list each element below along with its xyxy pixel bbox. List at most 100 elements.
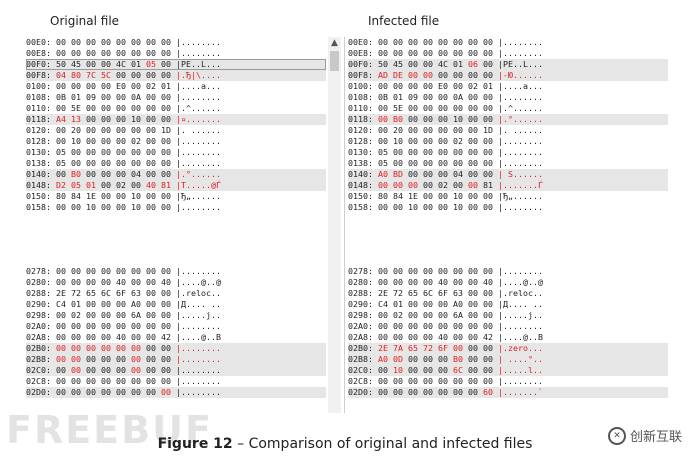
hex-row[interactable]: 0108: 0B 01 09 00 00 0A 00 00 |........	[26, 92, 326, 103]
hex-row[interactable]: 02A8: 00 00 00 00 40 00 00 42 |....@..B	[26, 332, 326, 343]
hex-row[interactable]: 0290: C4 01 00 00 00 A0 00 00 |Д.... ..	[26, 299, 326, 310]
hex-byte: 40	[115, 277, 126, 287]
hex-row[interactable]: 0298: 00 02 00 00 00 6A 00 00 |.....j..	[26, 310, 326, 321]
hex-row[interactable]: 02C0: 00 00 00 00 00 00 00 00 |........	[26, 365, 326, 376]
hex-row[interactable]: 0148: 00 00 00 00 02 00 00 81 |.......Ѓ	[348, 180, 668, 191]
hex-byte: 40	[482, 277, 493, 287]
hex-row[interactable]: 02A8: 00 00 00 00 40 00 00 42 |....@..B	[348, 332, 668, 343]
hex-row[interactable]: 0298: 00 02 00 00 00 6A 00 00 |.....j..	[348, 310, 668, 321]
hex-byte: 00	[100, 158, 111, 168]
hex-row[interactable]: 0138: 05 00 00 00 00 00 00 00 |........	[348, 158, 668, 169]
hex-ascii: |........	[175, 48, 221, 58]
hex-row[interactable]: 0100: 00 00 00 00 E0 00 02 01 |....a...	[348, 81, 668, 92]
hex-row[interactable]: 02D0: 00 00 00 00 00 00 00 00 |........	[26, 387, 326, 398]
hex-row[interactable]: 0118: A4 13 00 00 00 10 00 00 |¤.......	[26, 114, 326, 125]
hex-byte: 00	[407, 158, 418, 168]
hex-row[interactable]: 0118: 00 B0 00 00 00 10 00 00 |.°......	[348, 114, 668, 125]
hex-byte: 00	[85, 387, 96, 397]
scrollbar-thumb[interactable]	[330, 51, 339, 71]
hex-byte: 65	[407, 343, 418, 353]
hex-row[interactable]: 00F8: AD DE 00 00 00 00 00 00 |-Ю......	[348, 70, 668, 81]
hex-row[interactable]: 02B0: 2E 7A 65 72 6F 00 00 00 |.zero...	[348, 343, 668, 354]
hex-row[interactable]: 0150: 80 84 1E 00 00 10 00 00 |Ђ„......	[348, 191, 668, 202]
hex-row[interactable]: 0280: 00 00 00 00 40 00 00 40 |....@..@	[26, 277, 326, 288]
hex-byte: 00	[85, 103, 96, 113]
hex-row[interactable]: 0128: 00 10 00 00 00 02 00 00 |........	[348, 136, 668, 147]
hex-offset: 02A8:	[26, 332, 51, 342]
hex-row[interactable]: 02A0: 00 00 00 00 00 00 00 00 |........	[26, 321, 326, 332]
hex-offset: 00F0:	[348, 59, 373, 69]
hex-row[interactable]: 0280: 00 00 00 00 40 00 00 40 |....@..@	[348, 277, 668, 288]
hex-row[interactable]: 0130: 05 00 00 00 00 00 00 00 |........	[348, 147, 668, 158]
vertical-scrollbar[interactable]: ▲	[328, 37, 341, 413]
hex-row[interactable]: 0140: A0 BD 00 00 00 04 00 00 | S......	[348, 169, 668, 180]
hex-row[interactable]: 0158: 00 00 10 00 00 10 00 00 |........	[26, 202, 326, 213]
hex-byte: 00	[70, 37, 81, 47]
hex-row[interactable]: 0288: 2E 72 65 6C 6F 63 00 00 |.reloc..	[348, 288, 668, 299]
hex-byte: 10	[392, 365, 403, 375]
hex-row[interactable]: 0288: 2E 72 65 6C 6F 63 00 00 |.reloc..	[26, 288, 326, 299]
hex-row[interactable]: 0100: 00 00 00 00 E0 00 02 01 |....a...	[26, 81, 326, 92]
hex-byte: 00	[160, 266, 171, 276]
hex-row[interactable]: 0120: 00 20 00 00 00 00 00 1D |. ......	[348, 125, 668, 136]
hex-byte: 00	[85, 376, 96, 386]
hex-byte: 00	[452, 332, 463, 342]
hex-row[interactable]: 0140: 00 B0 00 00 00 04 00 00 |.°......	[26, 169, 326, 180]
hex-row[interactable]: 0290: C4 01 00 00 00 A0 00 00 |Д.... ..	[348, 299, 668, 310]
hex-row[interactable]: 0108: 0B 01 09 00 00 0A 00 00 |........	[348, 92, 668, 103]
hex-byte: 00	[452, 277, 463, 287]
hex-row[interactable]: 0128: 00 10 00 00 00 02 00 00 |........	[26, 136, 326, 147]
scroll-up-icon[interactable]: ▲	[331, 38, 338, 48]
hex-byte: 00	[55, 48, 66, 58]
hex-row[interactable]: 00E0: 00 00 00 00 00 00 00 00 |........	[26, 37, 326, 48]
hex-row[interactable]: 00F0: 50 45 00 00 4C 01 05 00 |PE..L...	[26, 59, 326, 70]
hex-byte: 00	[100, 266, 111, 276]
hex-ascii: |.^......	[497, 103, 543, 113]
hex-byte: 00	[85, 136, 96, 146]
hex-byte: 00	[70, 277, 81, 287]
hex-byte: 00	[70, 266, 81, 276]
hex-row[interactable]: 02B8: A0 0D 00 00 00 B0 00 00 | ....°..	[348, 354, 668, 365]
hex-row[interactable]: 02D0: 00 00 00 00 00 00 00 60 |.......`	[348, 387, 668, 398]
hex-row[interactable]: 0148: D2 05 01 00 02 00 40 81 |Т.....@Ѓ	[26, 180, 326, 191]
hex-row[interactable]: 02C8: 00 00 00 00 00 00 00 00 |........	[26, 376, 326, 387]
hex-byte: 00	[160, 103, 171, 113]
hex-row[interactable]: 02B0: 00 00 00 00 00 00 00 00 |........	[26, 343, 326, 354]
hex-byte: 00	[85, 48, 96, 58]
hex-byte: 09	[407, 92, 418, 102]
hex-row[interactable]: 00E8: 00 00 00 00 00 00 00 00 |........	[26, 48, 326, 59]
hex-offset: 02D0:	[26, 387, 51, 397]
hex-byte: 00	[100, 365, 111, 375]
hex-row[interactable]: 00E0: 00 00 00 00 00 00 00 00 |........	[348, 37, 668, 48]
hex-row[interactable]: 0138: 05 00 00 00 00 00 00 00 |........	[26, 158, 326, 169]
hex-byte: 10	[130, 114, 141, 124]
hex-byte: 00	[422, 125, 433, 135]
hex-row[interactable]: 0278: 00 00 00 00 00 00 00 00 |........	[348, 266, 668, 277]
hex-row[interactable]: 0110: 00 5E 00 00 00 00 00 00 |.^......	[348, 103, 668, 114]
hex-byte: 00	[437, 37, 448, 47]
hex-byte: 00	[377, 387, 388, 397]
hex-row[interactable]: 02A0: 00 00 00 00 00 00 00 00 |........	[348, 321, 668, 332]
hex-row[interactable]: 0158: 00 00 10 00 00 10 00 00 |........	[348, 202, 668, 213]
hex-byte: 00	[145, 299, 156, 309]
hex-row[interactable]: 0278: 00 00 00 00 00 00 00 00 |........	[26, 266, 326, 277]
hex-byte: 00	[422, 310, 433, 320]
hex-row[interactable]: 00E8: 00 00 00 00 00 00 00 00 |........	[348, 48, 668, 59]
hex-byte: 00	[100, 125, 111, 135]
hex-row[interactable]: 0120: 00 20 00 00 00 00 00 1D |. ......	[26, 125, 326, 136]
hex-byte: 00	[422, 354, 433, 364]
hex-row[interactable]: 00F0: 50 45 00 00 4C 01 06 00 |PE..L...	[348, 59, 668, 70]
hex-row[interactable]: 02B8: 00 00 00 00 00 00 00 00 |........	[26, 354, 326, 365]
hex-byte: 00	[145, 202, 156, 212]
hex-row[interactable]: 00F8: 04 80 7C 5C 00 00 00 00 |.Ђ|\....	[26, 70, 326, 81]
hex-byte: 0B	[55, 92, 66, 102]
hex-row[interactable]: 0130: 05 00 00 00 00 00 00 00 |........	[26, 147, 326, 158]
hex-byte: 00	[422, 147, 433, 157]
hex-row[interactable]: 02C8: 00 00 00 00 00 00 00 00 |........	[348, 376, 668, 387]
hex-byte: 00	[130, 48, 141, 58]
hex-row[interactable]: 02C0: 00 10 00 00 00 6C 00 00 |.....l..	[348, 365, 668, 376]
hex-row[interactable]: 0150: 80 84 1E 00 00 10 00 00 |Ђ„......	[26, 191, 326, 202]
hex-byte: A4	[55, 114, 66, 124]
hex-row[interactable]: 0110: 00 5E 00 00 00 00 00 00 |.^......	[26, 103, 326, 114]
hex-byte: 00	[392, 376, 403, 386]
